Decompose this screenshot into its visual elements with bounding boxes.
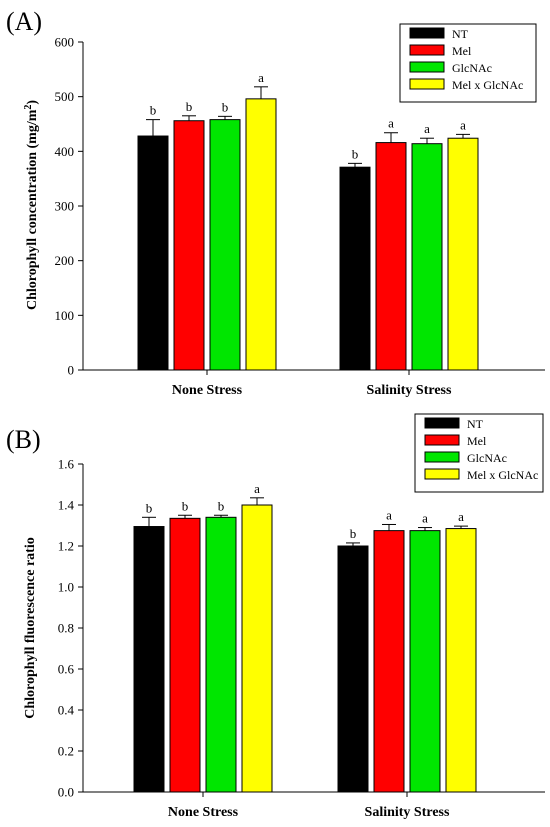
- panel-a-legend-label: NT: [452, 27, 469, 41]
- panel-a-bar-mel-0: [173, 120, 205, 371]
- panel-a-y-tick-label: 400: [55, 144, 75, 159]
- panel-a-significance-letter: a: [460, 117, 466, 132]
- panel-a-bar-glcnac-0: [209, 119, 241, 371]
- panel-a-bar-mel-1: [375, 142, 407, 371]
- panel-b-legend-swatch: [424, 451, 460, 463]
- panel-b-significance-letter: a: [422, 511, 428, 526]
- panel-a-legend-swatch: [409, 61, 445, 73]
- panel-a-bars: b b b a b a a a: [137, 70, 479, 371]
- panel-a-bar-mel-x-glcnac-0: [245, 98, 277, 371]
- panel-b-legend-label: Mel x GlcNAc: [467, 468, 538, 482]
- panel-b-y-axis-title: Chlorophyll fluorescence ratio: [23, 537, 38, 718]
- panel-a-significance-letter: b: [352, 146, 359, 161]
- panel-a-y-tick-label: 300: [55, 199, 75, 214]
- panel-a-label: (A): [6, 7, 42, 36]
- panel-b-significance-letter: a: [458, 509, 464, 524]
- panel-b-legend-label: NT: [467, 417, 484, 431]
- panel-b-y-tick-label: 0.6: [58, 662, 75, 677]
- panel-a-legend-label: GlcNAc: [452, 61, 492, 75]
- panel-b-legend-label: GlcNAc: [467, 451, 507, 465]
- panel-a-significance-letter: a: [258, 70, 264, 85]
- panel-b-legend: NT Mel GlcNAc Mel x GlcNAc: [414, 413, 544, 493]
- panel-b-bar-nt-1: [337, 545, 369, 793]
- panel-b-y-tick-label: 1.0: [58, 580, 74, 595]
- panel-b-bar-glcnac-1: [409, 530, 441, 793]
- panel-b-y-tick-label: 1.4: [58, 498, 75, 513]
- panel-a-y-ticks: 0 100 200 300 400 500 600: [55, 35, 83, 378]
- panel-b-y-tick-label: 0.0: [58, 785, 74, 800]
- panel-a-bar-mel-x-glcnac-1: [447, 137, 479, 371]
- panel-b-x-tick-label: Salinity Stress: [365, 805, 450, 820]
- panel-b-x-tick-labels: None Stress Salinity Stress: [168, 792, 450, 820]
- panel-a-x-tick-labels: None Stress Salinity Stress: [172, 370, 452, 398]
- panel-a-y-axis-title: Chlorophyll concentration (mg/m2): [23, 100, 40, 310]
- panel-b-legend-swatch: [424, 417, 460, 429]
- panel-b-significance-letter: b: [146, 500, 153, 515]
- panel-b-significance-letter: b: [350, 526, 357, 541]
- panel-b-y-tick-label: 0.2: [58, 744, 74, 759]
- panel-a-legend-swatch: [409, 78, 445, 90]
- panel-b-bar-nt-0: [133, 526, 165, 793]
- panel-b-bar-mel-x-glcnac-1: [445, 528, 477, 793]
- panel-a-y-tick-label: 100: [55, 308, 75, 323]
- panel-a-legend-label: Mel: [452, 44, 472, 58]
- panel-b-y-tick-label: 0.8: [58, 621, 74, 636]
- panel-a-y-tick-label: 200: [55, 253, 75, 268]
- panel-b-significance-letter: a: [386, 507, 392, 522]
- panel-b-y-tick-label: 0.4: [58, 703, 75, 718]
- panel-a-x-tick-label: Salinity Stress: [367, 383, 452, 398]
- panel-b-y-tick-label: 1.2: [58, 539, 74, 554]
- panel-a-legend-swatch: [409, 44, 445, 56]
- panel-a-significance-letter: a: [424, 121, 430, 136]
- panel-a-legend-swatch: [409, 27, 445, 39]
- panel-a-x-tick-label: None Stress: [172, 383, 243, 398]
- panel-a-legend: NT Mel GlcNAc Mel x GlcNAc: [399, 23, 537, 103]
- panel-b-bar-glcnac-0: [205, 516, 237, 793]
- panel-b-legend-swatch: [424, 468, 460, 480]
- panel-b-legend-label: Mel: [467, 434, 487, 448]
- panel-a-bar-nt-1: [339, 166, 371, 371]
- panel-a-significance-letter: b: [186, 99, 193, 114]
- panel-a-legend-label: Mel x GlcNAc: [452, 78, 523, 92]
- panel-b: (B) Chlorophyll fluorescence ratio 0.00.…: [6, 413, 545, 820]
- panel-b-significance-letter: b: [218, 498, 225, 513]
- panel-a-bar-glcnac-1: [411, 143, 443, 371]
- panel-a-y-tick-label: 600: [55, 35, 75, 50]
- panel-b-bar-mel-1: [373, 530, 405, 793]
- panel-b-label: (B): [6, 425, 41, 454]
- panel-a-significance-letter: b: [222, 99, 229, 114]
- panel-a-y-tick-label: 0: [68, 363, 75, 378]
- panel-b-x-tick-label: None Stress: [168, 805, 239, 820]
- panel-a-significance-letter: b: [150, 103, 157, 118]
- panel-b-y-tick-label: 1.6: [58, 457, 75, 472]
- panel-a: (A) Chlorophyll concentration (mg/m2) 0 1…: [6, 7, 545, 398]
- panel-b-significance-letter: b: [182, 498, 189, 513]
- panel-b-significance-letter: a: [254, 481, 260, 496]
- panel-b-y-ticks: 0.0 0.2 0.4 0.6 0.8 1.0 1.2 1.4 1.6: [58, 457, 83, 800]
- panel-b-bar-mel-0: [169, 517, 201, 793]
- panel-a-bar-nt-0: [137, 135, 169, 371]
- panel-b-legend-swatch: [424, 434, 460, 446]
- panel-b-bar-mel-x-glcnac-0: [241, 504, 273, 793]
- panel-a-y-tick-label: 500: [55, 89, 75, 104]
- panel-b-bars: b b b a b a a a: [133, 481, 477, 793]
- panel-a-significance-letter: a: [388, 116, 394, 131]
